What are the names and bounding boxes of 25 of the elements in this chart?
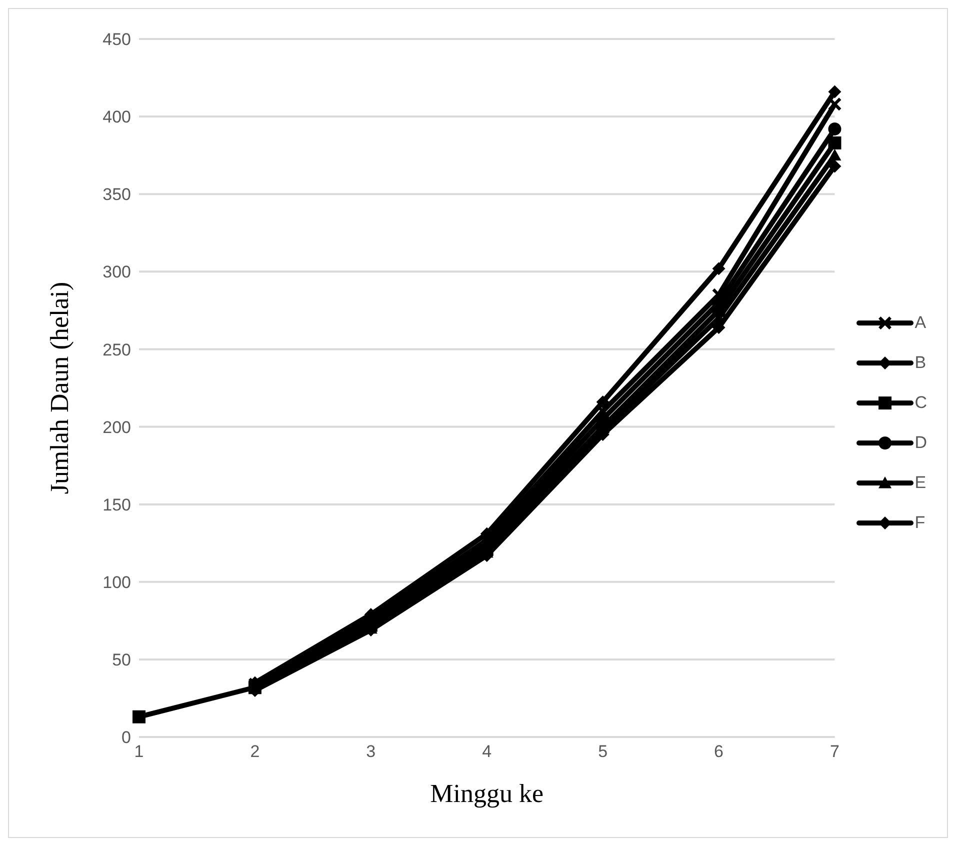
legend-label: A [914, 313, 926, 333]
y-tick-label: 250 [102, 340, 131, 360]
y-axis-title: Jumlah Daun (helai) [45, 282, 74, 494]
y-tick-label: 100 [102, 572, 131, 592]
y-tick-label: 200 [102, 418, 131, 437]
x-tick-label: 3 [366, 742, 376, 762]
y-tick-label: 0 [122, 728, 131, 748]
y-tick-label: 150 [102, 495, 131, 514]
x-tick-label: 5 [598, 742, 608, 762]
x-tick-label: 1 [134, 742, 144, 762]
x-axis-title: Minggu ke [430, 779, 544, 808]
y-tick-label: 450 [102, 30, 131, 50]
y-tick-label: 50 [112, 650, 131, 670]
legend-label: D [914, 433, 927, 453]
x-tick-label: 7 [830, 742, 840, 762]
x-tick-label: 6 [714, 742, 724, 762]
x-tick-label: 2 [250, 742, 260, 762]
legend-label: F [914, 513, 926, 533]
y-tick-label: 300 [102, 262, 131, 282]
y-tick-label: 350 [102, 185, 131, 204]
y-tick-label: 400 [102, 108, 131, 127]
legend-label: C [914, 393, 927, 413]
x-tick-label: 4 [482, 742, 492, 762]
legend-label: B [914, 353, 926, 373]
legend-label: E [914, 473, 926, 493]
